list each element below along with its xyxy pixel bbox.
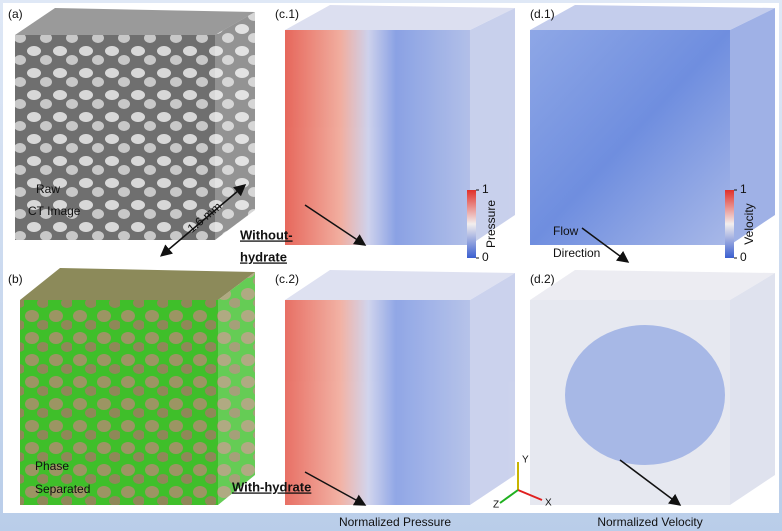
colorbar-tick-label: 1	[740, 182, 747, 196]
axis-label: Z	[493, 500, 499, 511]
panel-label: (a)	[8, 7, 23, 21]
caption: Separated	[35, 482, 90, 496]
colorbar-tick-label: 0	[482, 250, 489, 264]
figure: Pressure Velocity Y X Z (a) Raw CT Image…	[0, 0, 782, 531]
panel-label: (c.2)	[275, 272, 299, 286]
pressure-colorbar	[467, 190, 476, 258]
panel-label: (d.2)	[530, 272, 555, 286]
panel-label: (b)	[8, 272, 23, 286]
axis-label: Y	[522, 455, 529, 466]
caption: CT Image	[28, 204, 81, 218]
row-label: hydrate	[240, 249, 287, 264]
column-title: Normalized Pressure	[339, 515, 451, 529]
row-label: Without-	[240, 227, 293, 242]
velocity-colorbar	[725, 190, 734, 258]
caption: Direction	[553, 246, 600, 260]
pressure-cube-1	[285, 5, 515, 245]
caption: Raw	[36, 182, 60, 196]
axis-label: X	[545, 498, 552, 509]
caption: Flow	[553, 224, 579, 238]
panel-label: (d.1)	[530, 7, 555, 21]
velocity-cube-2	[530, 270, 775, 505]
panel-label: (c.1)	[275, 7, 299, 21]
colorbar-label: Velocity	[742, 203, 756, 244]
pressure-cube-2	[285, 270, 515, 505]
colorbar-tick-label: 1	[482, 182, 489, 196]
caption: Phase	[35, 459, 69, 473]
velocity-cube-1	[530, 5, 775, 245]
colorbar-tick-label: 0	[740, 250, 747, 264]
column-title: Normalized Velocity	[597, 515, 702, 529]
colorbar-label: Pressure	[484, 200, 498, 248]
row-label: With-hydrate	[232, 479, 311, 494]
